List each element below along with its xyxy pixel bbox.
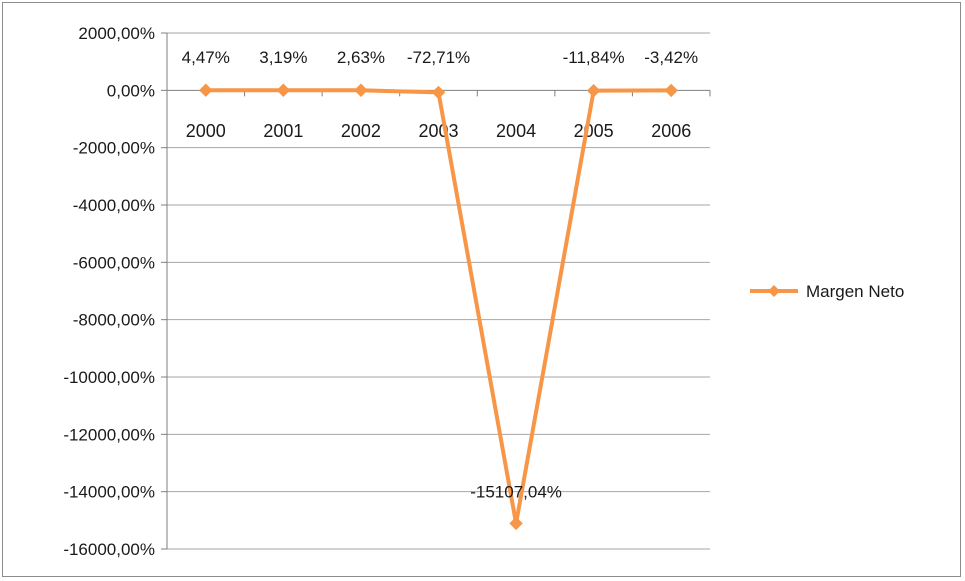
data-label: -15107,04% <box>470 482 562 501</box>
x-category-label: 2005 <box>574 121 614 141</box>
data-point-marker <box>431 85 446 100</box>
data-label: -11,84% <box>563 48 625 67</box>
x-category-label: 2002 <box>341 121 381 141</box>
series-margen-neto <box>199 83 678 531</box>
x-category-label: 2003 <box>418 121 458 141</box>
y-tick-label: 2000,00% <box>78 24 155 43</box>
data-labels: 4,47% 3,19% 2,63% -72,71% -15107,04% -11,84% -… <box>182 48 698 501</box>
legend: Margen Neto <box>750 282 904 301</box>
x-category-label: 2004 <box>496 121 536 141</box>
data-label: -72,71% <box>407 48 470 67</box>
y-tick-label: -8000,00% <box>73 311 155 330</box>
data-point-marker <box>199 83 213 97</box>
x-category-label: 2001 <box>263 121 303 141</box>
y-tick-label: -2000,00% <box>73 139 155 158</box>
data-point-marker <box>509 516 523 531</box>
series-line <box>205 88 672 526</box>
x-axis-category-labels: 2000 2001 2002 2003 2004 2005 2006 <box>186 121 691 141</box>
data-point-marker <box>276 83 291 97</box>
y-tick-label: 0,00% <box>107 81 155 100</box>
gridlines <box>161 32 710 550</box>
data-label: -3,42% <box>644 48 698 67</box>
y-tick-label: -16000,00% <box>63 540 155 559</box>
x-category-label: 2006 <box>651 121 691 141</box>
y-axis-tick-labels: 2000,00% 0,00% -2000,00% -4000,00% -6000,00%… <box>63 24 155 559</box>
data-label: 4,47% <box>182 48 230 67</box>
legend-marker-swatch <box>768 285 780 297</box>
legend-label: Margen Neto <box>806 282 904 301</box>
y-tick-label: -12000,00% <box>63 425 155 444</box>
data-point-marker <box>586 83 601 98</box>
data-point-marker <box>664 83 678 98</box>
data-label: 3,19% <box>259 48 307 67</box>
y-tick-label: -6000,00% <box>73 253 155 272</box>
data-point-marker <box>354 83 368 97</box>
y-tick-label: -14000,00% <box>63 483 155 502</box>
x-category-label: 2000 <box>186 121 226 141</box>
y-tick-label: -10000,00% <box>63 368 155 387</box>
y-tick-label: -4000,00% <box>73 196 155 215</box>
data-label: 2,63% <box>337 48 385 67</box>
